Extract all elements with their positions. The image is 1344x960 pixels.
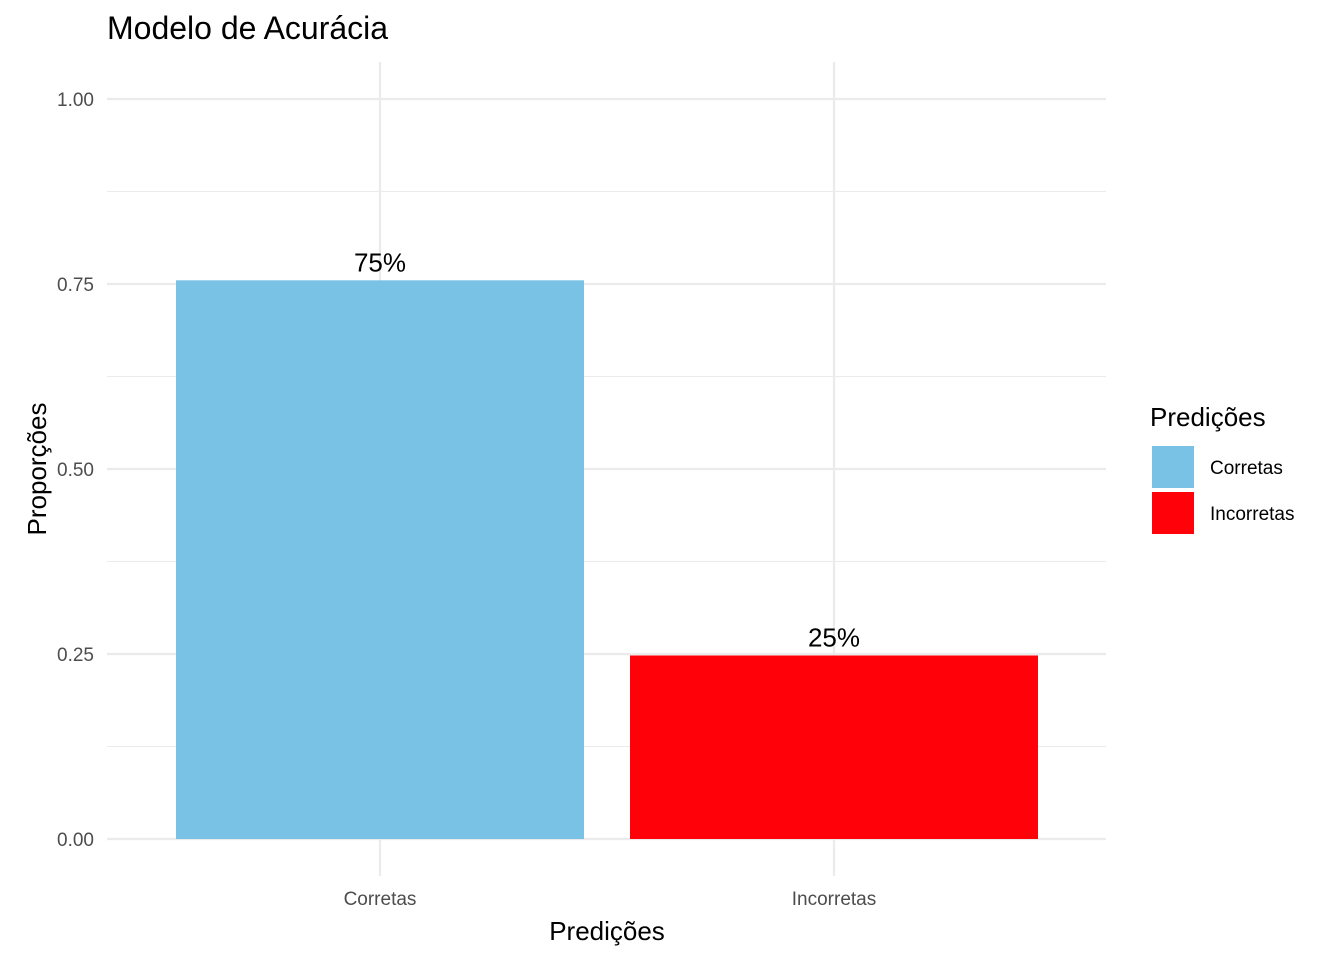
data-labels-layer: 75% 25% — [354, 247, 860, 652]
x-axis-ticks: Corretas Incorretas — [344, 889, 877, 910]
x-tick-label: Incorretas — [792, 889, 876, 910]
y-axis-title: Proporções — [22, 403, 52, 536]
y-axis-ticks: 0.00 0.25 0.50 0.75 1.00 — [57, 90, 94, 851]
chart-title: Modelo de Acurácia — [107, 10, 388, 46]
y-tick-label: 1.00 — [57, 90, 94, 111]
legend-key-corretas — [1152, 446, 1194, 488]
y-tick-label: 0.50 — [57, 460, 94, 481]
y-tick-label: 0.25 — [57, 645, 94, 666]
legend: Predições Corretas Incorretas — [1150, 402, 1294, 534]
y-tick-label: 0.75 — [57, 275, 94, 296]
bars-layer — [176, 280, 1038, 839]
y-tick-label: 0.00 — [57, 830, 94, 851]
legend-label: Incorretas — [1210, 504, 1294, 525]
x-tick-label: Corretas — [344, 889, 417, 910]
legend-entries: Corretas Incorretas — [1152, 446, 1294, 534]
legend-label: Corretas — [1210, 458, 1283, 479]
data-label: 25% — [808, 622, 860, 652]
legend-key-incorretas — [1152, 492, 1194, 534]
bar-incorretas — [630, 655, 1038, 839]
legend-title: Predições — [1150, 402, 1266, 432]
x-axis-title: Predições — [549, 916, 665, 946]
data-label: 75% — [354, 247, 406, 277]
bar-corretas — [176, 280, 584, 839]
